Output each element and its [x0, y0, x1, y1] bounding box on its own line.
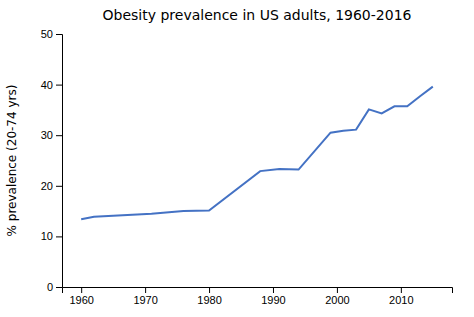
tick-mark — [209, 287, 210, 293]
tick-label: 20 — [41, 180, 53, 192]
tick-mark — [56, 85, 62, 86]
tick-label: 2010 — [389, 294, 413, 306]
tick-mark — [56, 236, 62, 237]
tick: 1980 — [197, 287, 221, 306]
tick-mark — [56, 135, 62, 136]
tick-mark — [56, 34, 62, 35]
tick: 2010 — [389, 287, 413, 306]
y-axis-title: % prevalence (20-74 yrs) — [5, 85, 19, 237]
plot: 1960 1970 1980 1990 2000 2010 0 10 20 30 40 50 — [41, 28, 453, 306]
line — [81, 87, 433, 220]
axis-line — [56, 35, 63, 288]
tick: 20 — [41, 180, 62, 192]
tick-label: 40 — [41, 79, 53, 91]
y-axis: 0 10 20 30 40 50 — [41, 28, 63, 293]
tick-label: 2000 — [325, 294, 349, 306]
x-axis: 1960 1970 1980 1990 2000 2010 — [63, 287, 453, 306]
chart: 1960 1970 1980 1990 2000 2010 0 10 20 30 40 50 Obesi… — [0, 0, 474, 317]
tick-label: 30 — [41, 129, 53, 141]
tick: 1990 — [261, 287, 285, 306]
tick-mark — [56, 186, 62, 187]
tick-label: 1980 — [197, 294, 221, 306]
tick-mark — [273, 287, 274, 293]
axis-line — [63, 288, 453, 294]
marks — [81, 87, 433, 220]
title: Obesity prevalence in US adults, 1960-20… — [103, 7, 412, 23]
tick-mark — [337, 287, 338, 293]
tick-mark — [401, 287, 402, 293]
tick-mark — [56, 287, 62, 288]
tick: 0 — [47, 281, 62, 293]
tick: 2000 — [325, 287, 349, 306]
tick-label: 10 — [41, 230, 53, 242]
tick: 40 — [41, 79, 62, 91]
tick-label: 1960 — [69, 294, 93, 306]
tick: 1970 — [133, 287, 157, 306]
tick-label: 1970 — [133, 294, 157, 306]
tick-label: 50 — [41, 28, 53, 40]
tick-label: 1990 — [261, 294, 285, 306]
tick: 30 — [41, 129, 62, 141]
tick: 10 — [41, 230, 62, 242]
tick-mark — [145, 287, 146, 293]
tick: 1960 — [69, 287, 93, 306]
tick: 50 — [41, 28, 62, 40]
tick-mark — [81, 287, 82, 293]
tick-label: 0 — [47, 281, 53, 293]
